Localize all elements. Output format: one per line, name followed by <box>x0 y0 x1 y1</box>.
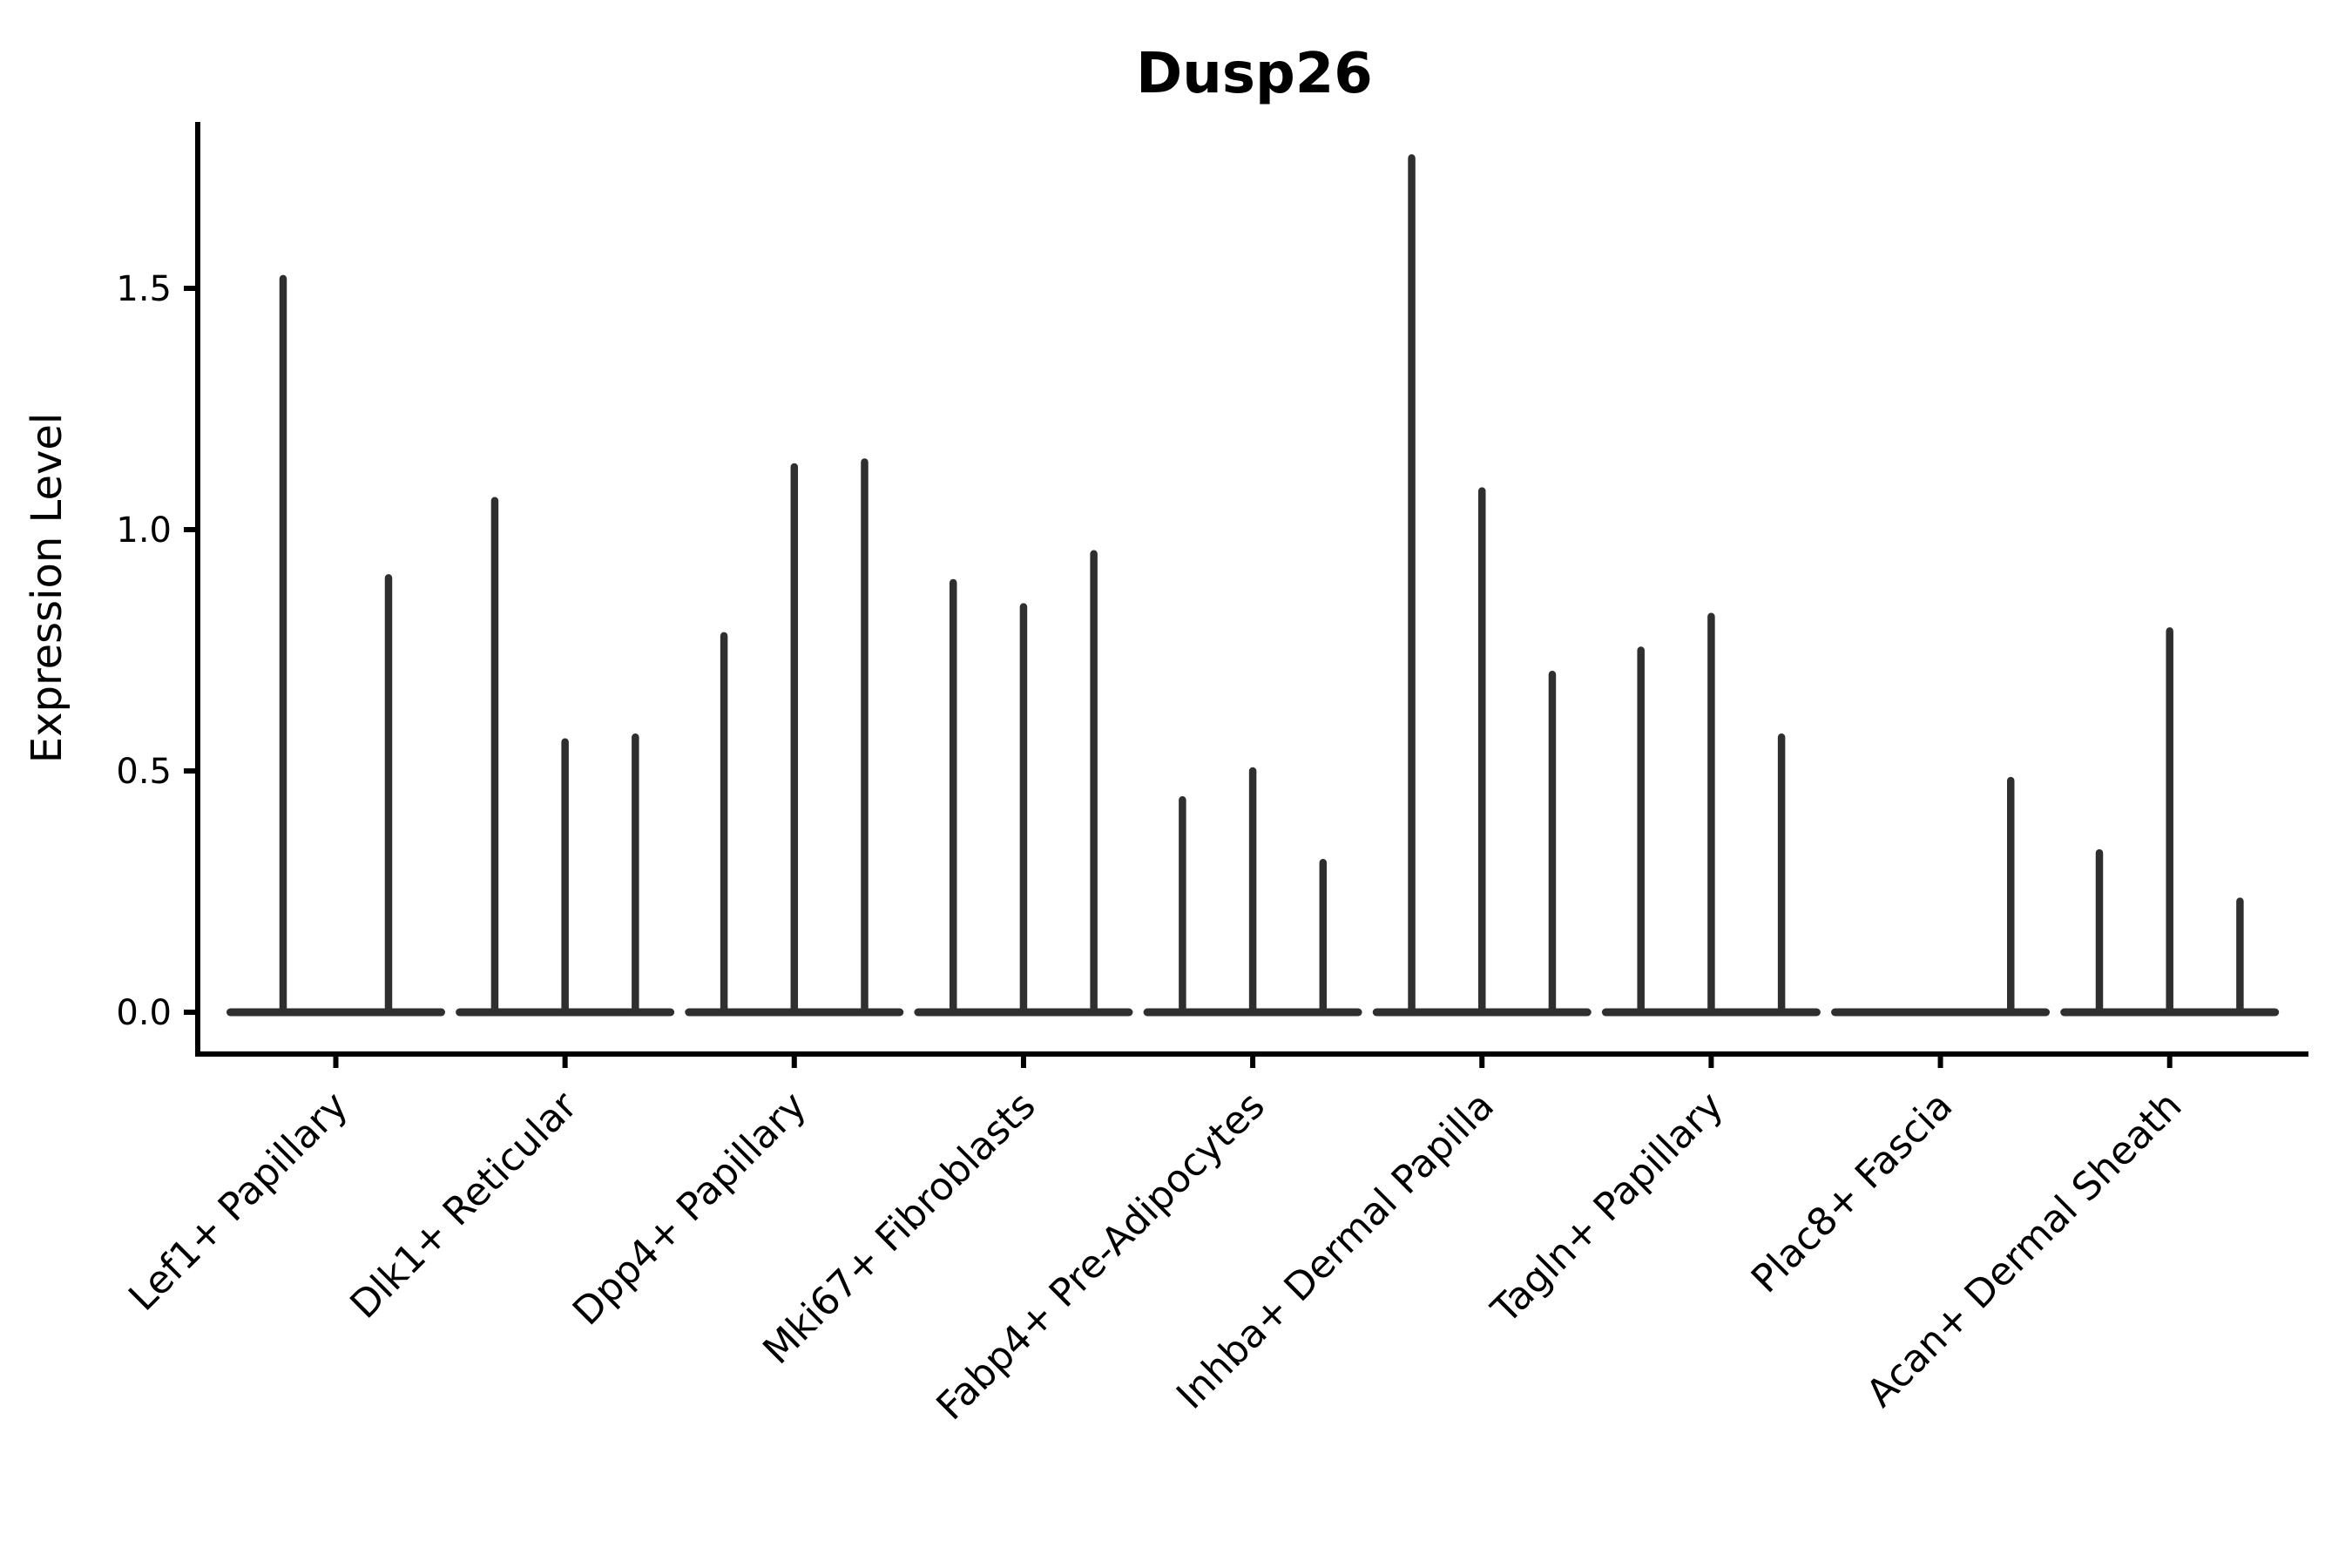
y-tick-label: 1.0 <box>116 510 172 551</box>
violin-group-7 <box>1601 612 1821 1017</box>
x-tick-label: Lef1+ Papillary <box>120 1084 356 1320</box>
y-tick-label: 0.5 <box>116 752 172 792</box>
violin-group-2 <box>456 497 675 1017</box>
y-tick-label: 1.5 <box>116 269 172 309</box>
x-tick-label: Plac8+ Fascia <box>1743 1084 1962 1302</box>
x-tick-label: Dpp4+ Papillary <box>564 1084 815 1335</box>
violin-group-8 <box>1831 776 2051 1017</box>
x-tick-label: Dlk1+ Reticular <box>341 1083 586 1328</box>
chart-title: Dusp26 <box>1136 42 1373 106</box>
violin-group-1 <box>226 274 445 1017</box>
x-tick-label: Tagln+ Papillary <box>1483 1084 1732 1333</box>
violin-group-6 <box>1372 154 1592 1017</box>
y-tick-label: 0.0 <box>116 993 172 1033</box>
violin-group-9 <box>2060 627 2280 1017</box>
violin-group-5 <box>1143 767 1362 1017</box>
violin-group-3 <box>685 458 904 1017</box>
y-axis-label: Expression Level <box>23 413 71 764</box>
violin-group-4 <box>914 550 1133 1017</box>
